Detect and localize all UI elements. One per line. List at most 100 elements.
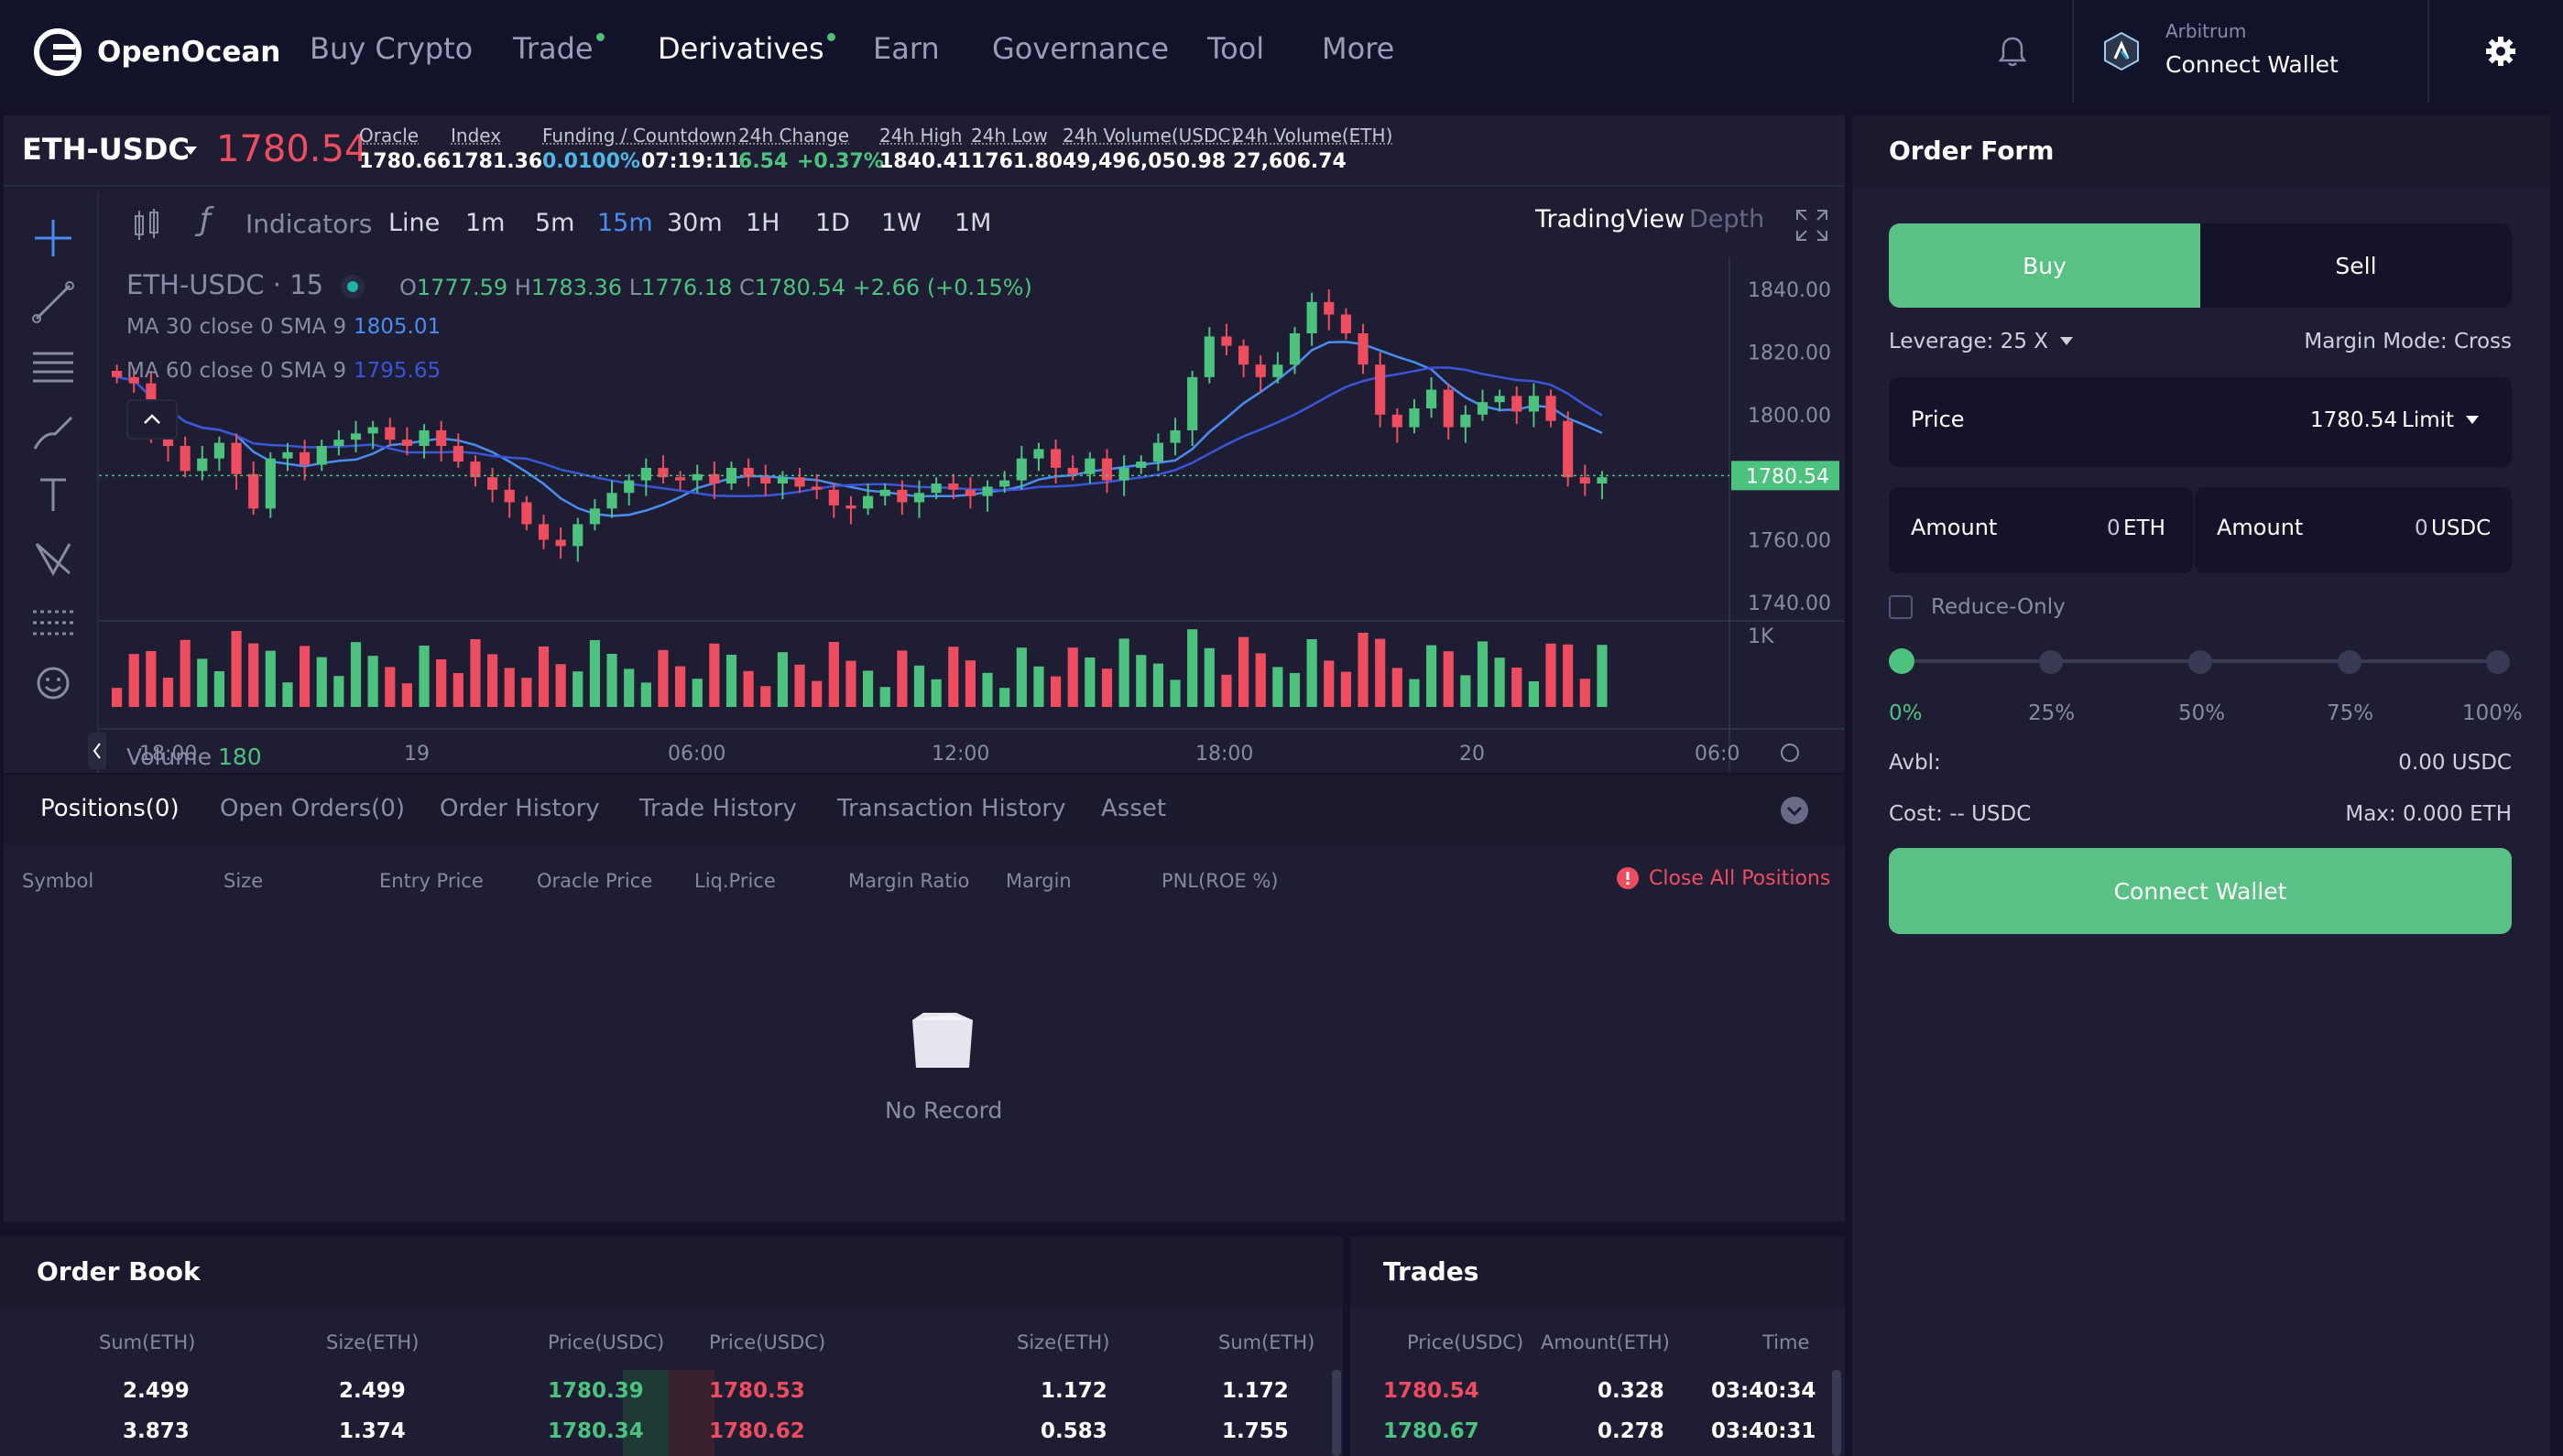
candle-type-icon[interactable] bbox=[128, 207, 165, 244]
amount-usdc-unit: USDC bbox=[2431, 516, 2492, 540]
buy-tab[interactable]: Buy bbox=[1889, 223, 2200, 308]
volume-bar bbox=[640, 682, 651, 707]
tab-positions[interactable]: Positions(0) bbox=[40, 795, 180, 822]
crosshair-icon[interactable] bbox=[31, 216, 75, 260]
pattern-icon[interactable] bbox=[31, 537, 75, 581]
candle-body bbox=[521, 502, 532, 525]
slider-tick-25[interactable] bbox=[2039, 650, 2063, 674]
nav-derivatives[interactable]: Derivatives bbox=[658, 31, 835, 66]
caret-down-icon[interactable] bbox=[183, 146, 198, 157]
candle-body bbox=[1118, 467, 1129, 481]
amount-slider[interactable]: 0% 25% 50% 75% 100% bbox=[1889, 643, 2523, 744]
nav-earn[interactable]: Earn bbox=[873, 31, 940, 66]
interval-1m[interactable]: 1m bbox=[465, 209, 506, 237]
order-book-scrollbar[interactable] bbox=[1332, 1370, 1341, 1456]
interval-5m[interactable]: 5m bbox=[535, 209, 575, 237]
collapse-toolbar-icon[interactable] bbox=[88, 733, 106, 769]
leverage-selector[interactable]: Leverage: 25 X bbox=[1889, 330, 2074, 353]
tab-transaction-history[interactable]: Transaction History bbox=[837, 795, 1066, 822]
brand-logo[interactable]: OpenOcean bbox=[33, 27, 280, 77]
text-tool-icon[interactable] bbox=[31, 473, 75, 516]
volume-bar bbox=[1136, 655, 1147, 707]
table-row[interactable]: 2.499 2.499 1780.39 1780.53 1.172 1.172 bbox=[0, 1379, 1328, 1416]
tab-open-orders[interactable]: Open Orders(0) bbox=[220, 795, 405, 822]
margin-mode[interactable]: Margin Mode: Cross bbox=[2304, 330, 2512, 353]
amount-usdc-field[interactable]: Amount 0 USDC bbox=[2195, 487, 2512, 573]
measure-icon[interactable] bbox=[31, 601, 75, 645]
trend-line-icon[interactable] bbox=[31, 280, 75, 324]
col-margin-ratio: Margin Ratio bbox=[848, 870, 970, 892]
close-all-positions-button[interactable]: Close All Positions bbox=[1616, 866, 1830, 890]
alert-icon bbox=[1617, 867, 1639, 889]
nav-trade[interactable]: Trade bbox=[513, 31, 605, 66]
collapse-legend-button[interactable] bbox=[126, 399, 178, 440]
ob-ask-size: 0.583 bbox=[1041, 1419, 1107, 1443]
interval-15m[interactable]: 15m bbox=[597, 209, 653, 237]
collapse-panel-icon[interactable] bbox=[1779, 795, 1810, 826]
amount-eth-field[interactable]: Amount 0 ETH bbox=[1889, 487, 2193, 573]
candle-body bbox=[282, 451, 293, 459]
order-type-dropdown[interactable]: Limit bbox=[2402, 408, 2480, 432]
ask-depth-bar bbox=[669, 1370, 714, 1456]
amount-usdc-input[interactable]: 0 bbox=[2415, 516, 2428, 540]
table-row[interactable]: 1780.54 0.328 03:40:34 bbox=[1350, 1379, 1827, 1416]
nav-tool[interactable]: Tool bbox=[1207, 31, 1265, 66]
interval-1w[interactable]: 1W bbox=[881, 209, 922, 237]
settings-gear-icon[interactable] bbox=[2484, 35, 2517, 68]
candle-body bbox=[555, 539, 566, 547]
candle-body bbox=[794, 477, 805, 487]
slider-tick-50[interactable] bbox=[2188, 650, 2212, 674]
interval-1h[interactable]: 1H bbox=[746, 209, 780, 237]
wallet-connect-area[interactable]: Arbitrum Connect Wallet bbox=[2072, 0, 2429, 103]
nav-more[interactable]: More bbox=[1322, 31, 1395, 66]
slider-handle[interactable] bbox=[1889, 648, 1914, 674]
tab-tradingview[interactable]: TradingView bbox=[1535, 205, 1685, 234]
volume-bar bbox=[1426, 645, 1437, 707]
slider-tick-75[interactable] bbox=[2338, 650, 2361, 674]
brush-icon[interactable] bbox=[31, 408, 75, 452]
connect-wallet-button[interactable]: Connect Wallet bbox=[1889, 848, 2512, 934]
volume-bar bbox=[589, 640, 600, 707]
indicators-button[interactable]: Indicators bbox=[245, 209, 373, 239]
trades-scrollbar[interactable] bbox=[1832, 1370, 1841, 1456]
table-row[interactable]: 1780.67 0.278 03:40:31 bbox=[1350, 1419, 1827, 1456]
candle-body bbox=[1033, 449, 1044, 459]
sell-tab[interactable]: Sell bbox=[2200, 223, 2512, 308]
amount-eth-input[interactable]: 0 bbox=[2107, 516, 2121, 540]
nav-buy-crypto[interactable]: Buy Crypto bbox=[310, 31, 474, 66]
price-input[interactable]: 1780.54 bbox=[2310, 408, 2398, 432]
volume-bar bbox=[1016, 647, 1027, 707]
candle-body bbox=[436, 429, 447, 446]
col-size: Size bbox=[224, 870, 264, 892]
interval-30m[interactable]: 30m bbox=[667, 209, 723, 237]
nav-governance[interactable]: Governance bbox=[992, 31, 1170, 66]
function-icon[interactable]: ƒ bbox=[200, 201, 211, 238]
fullscreen-icon[interactable] bbox=[1795, 209, 1828, 242]
emoji-icon[interactable] bbox=[35, 665, 71, 701]
last-price: 1780.54 bbox=[216, 128, 368, 170]
candle-body bbox=[1136, 462, 1147, 468]
volume-bar bbox=[879, 687, 890, 707]
tab-order-history[interactable]: Order History bbox=[440, 795, 600, 822]
interval-1mo[interactable]: 1M bbox=[954, 209, 992, 237]
table-row[interactable]: 3.873 1.374 1780.34 1780.62 0.583 1.755 bbox=[0, 1419, 1328, 1456]
tab-asset[interactable]: Asset bbox=[1101, 795, 1167, 822]
candle-body bbox=[265, 458, 276, 509]
candle-body bbox=[828, 489, 839, 505]
connect-wallet-link[interactable]: Connect Wallet bbox=[2165, 51, 2339, 78]
volume-bar bbox=[675, 666, 686, 707]
slider-tick-100[interactable] bbox=[2486, 650, 2510, 674]
pair-selector[interactable]: ETH-USDC bbox=[22, 132, 190, 167]
fib-lines-icon[interactable] bbox=[31, 344, 75, 388]
tab-depth[interactable]: Depth bbox=[1689, 205, 1765, 234]
candle-body bbox=[1597, 477, 1608, 484]
price-field[interactable]: Price 1780.54 Limit bbox=[1889, 377, 2512, 467]
tab-trade-history[interactable]: Trade History bbox=[639, 795, 797, 822]
volume-bar bbox=[1597, 645, 1608, 707]
interval-1d[interactable]: 1D bbox=[815, 209, 850, 237]
interval-line[interactable]: Line bbox=[388, 209, 441, 237]
close-all-label: Close All Positions bbox=[1649, 866, 1831, 890]
price-chart[interactable]: 1840.001820.001800.001780.001760.001740.… bbox=[99, 258, 1845, 771]
reduce-only-checkbox[interactable]: Reduce-Only bbox=[1889, 595, 2066, 619]
bell-icon[interactable] bbox=[1997, 35, 2028, 68]
